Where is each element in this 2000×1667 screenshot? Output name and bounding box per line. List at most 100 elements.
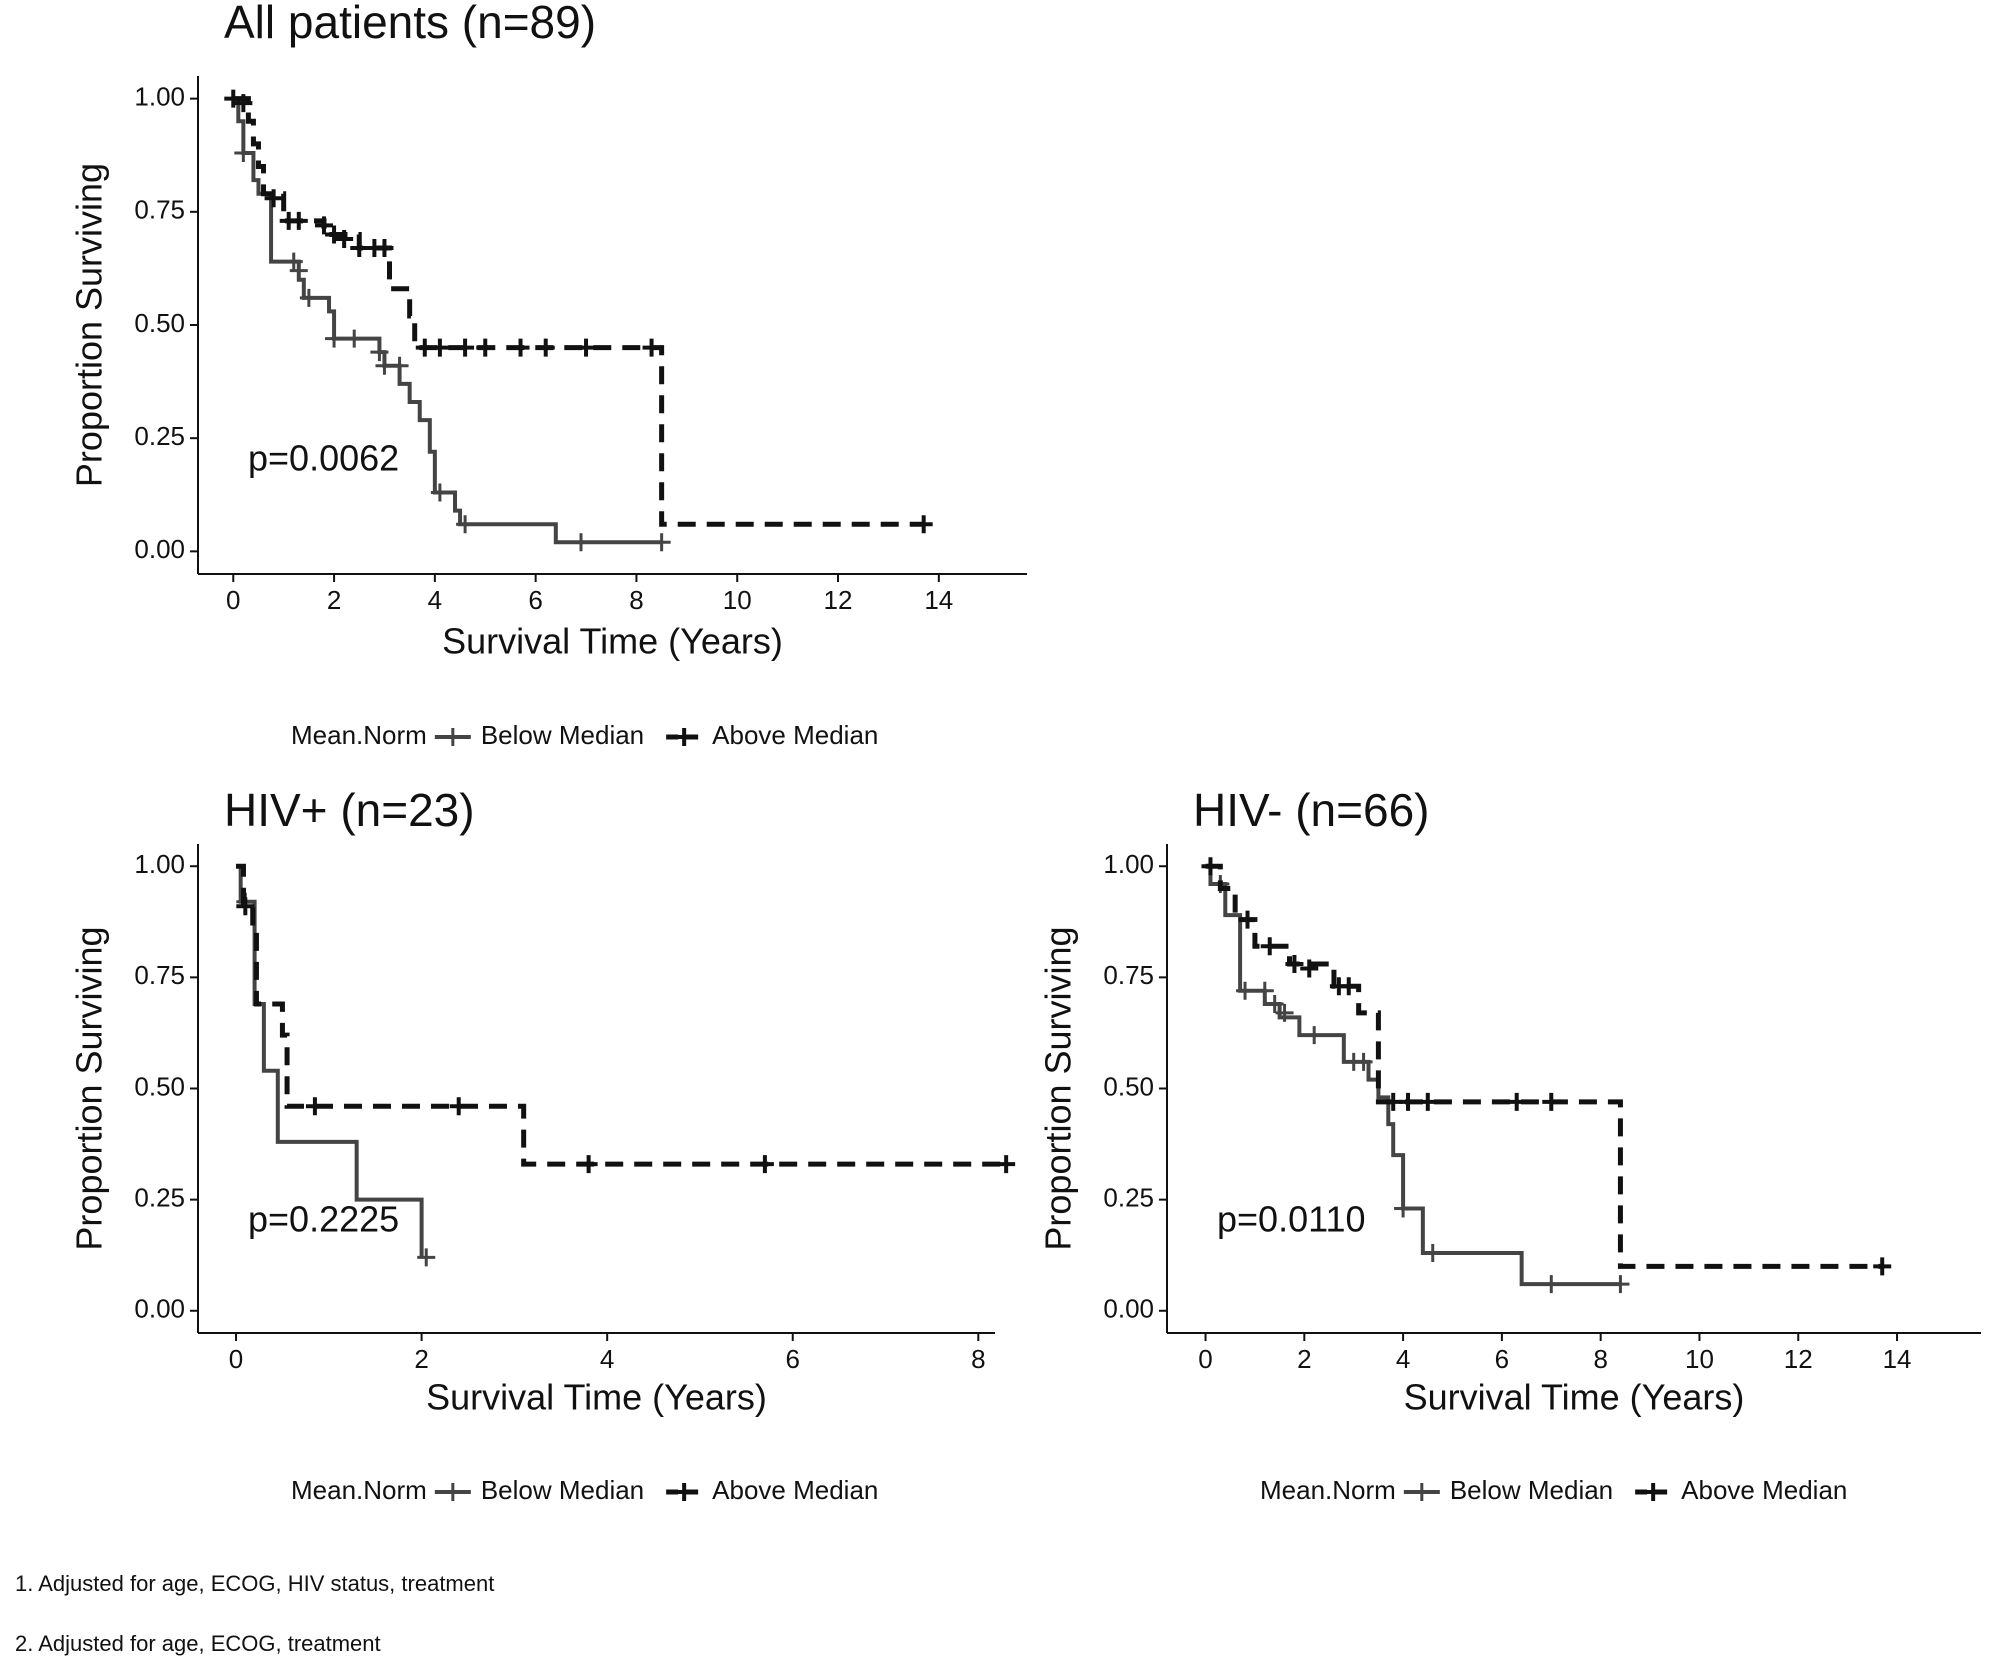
censor-mark (652, 533, 671, 552)
censor-mark (284, 252, 303, 271)
y-tick-label: 0.75 (134, 960, 185, 990)
censor-mark (1418, 1092, 1437, 1111)
x-axis-label: Survival Time (Years) (426, 1377, 767, 1418)
y-tick-label: 0.00 (134, 1294, 185, 1324)
x-tick-label: 10 (723, 585, 752, 615)
censor-mark (1201, 857, 1220, 876)
y-tick-label: 0.75 (134, 195, 185, 225)
y-tick-label: 1.00 (134, 849, 185, 879)
chart-title: All patients (n=89) (224, 0, 596, 48)
censor-mark (1354, 1052, 1373, 1071)
censor-mark (1873, 1257, 1892, 1276)
censor-mark (325, 225, 344, 244)
censor-mark (456, 515, 475, 534)
censor-mark (335, 229, 354, 248)
censor-mark (577, 338, 596, 357)
x-axis-label: Survival Time (Years) (442, 621, 783, 662)
legend-label: Below Median (481, 1475, 644, 1505)
footnote: 2. Adjusted for age, ECOG, treatment (15, 1631, 381, 1656)
footnote: 1. Adjusted for age, ECOG, HIV status, t… (15, 1571, 494, 1596)
censor-mark (1339, 977, 1358, 996)
x-tick-label: 10 (1685, 1344, 1714, 1374)
censor-mark (299, 288, 318, 307)
x-tick-label: 2 (327, 585, 341, 615)
censor-mark (264, 189, 283, 208)
censor-mark (375, 356, 394, 375)
censor-mark (390, 356, 409, 375)
censor-mark (511, 338, 530, 357)
censor-mark (572, 533, 591, 552)
x-tick-label: 8 (1593, 1344, 1607, 1374)
x-axis-label: Survival Time (Years) (1404, 1377, 1745, 1418)
censor-mark (1542, 1275, 1561, 1294)
y-tick-label: 0.50 (134, 308, 185, 338)
censor-mark (417, 1248, 436, 1267)
censor-mark (289, 261, 308, 280)
p-value: p=0.0062 (248, 437, 399, 478)
p-value: p=0.0110 (1217, 1198, 1365, 1239)
y-tick-label: 0.25 (1103, 1183, 1154, 1213)
survival-curve (1205, 863, 1883, 1269)
y-tick-label: 1.00 (134, 82, 185, 112)
censor-mark (236, 897, 255, 916)
x-tick-label: 0 (229, 1344, 243, 1374)
y-tick-label: 0.25 (134, 1183, 185, 1213)
censor-mark (234, 143, 253, 162)
legend-swatch (675, 1483, 694, 1501)
censor-mark (997, 1155, 1016, 1174)
censor-mark (350, 239, 369, 258)
censor-mark (325, 329, 344, 348)
y-axis-label: Proportion Surviving (69, 926, 110, 1250)
y-axis-label: Proportion Surviving (1038, 926, 1079, 1250)
legend-label: Above Median (712, 720, 878, 750)
censor-mark (345, 329, 364, 348)
x-tick-label: 6 (1495, 1344, 1509, 1374)
censor-mark (1236, 981, 1255, 1000)
censor-mark (642, 338, 661, 357)
x-tick-label: 6 (786, 1344, 800, 1374)
censor-mark (1265, 995, 1284, 1014)
x-tick-label: 12 (824, 585, 853, 615)
y-tick-label: 0.25 (134, 421, 185, 451)
censor-mark (536, 338, 555, 357)
censor-mark (1285, 955, 1304, 974)
x-tick-label: 4 (1396, 1344, 1410, 1374)
legend-title: Mean.Norm (291, 1475, 427, 1505)
x-tick-label: 4 (428, 585, 442, 615)
legend-label: Below Median (481, 720, 644, 750)
x-tick-label: 14 (924, 585, 953, 615)
censor-mark (314, 216, 333, 235)
censor-mark (1611, 1275, 1630, 1294)
legend-label: Below Median (1450, 1475, 1613, 1505)
legend-swatch (443, 728, 462, 746)
censor-mark (375, 239, 394, 258)
censor-mark (370, 343, 389, 362)
legend-label: Above Median (712, 1475, 878, 1505)
censor-mark (476, 338, 495, 357)
legend-title: Mean.Norm (1260, 1475, 1396, 1505)
legend-swatch (1412, 1483, 1431, 1501)
y-tick-label: 0.00 (134, 534, 185, 564)
x-tick-label: 0 (1198, 1344, 1212, 1374)
censor-mark (430, 338, 449, 357)
censor-mark (1399, 1092, 1418, 1111)
legend-label: Above Median (1681, 1475, 1847, 1505)
chart-title: HIV+ (n=23) (224, 784, 475, 836)
x-tick-label: 4 (600, 1344, 614, 1374)
censor-mark (1507, 1092, 1526, 1111)
x-tick-label: 2 (1297, 1344, 1311, 1374)
censor-mark (1423, 1243, 1442, 1262)
censor-mark (289, 211, 308, 230)
censor-mark (234, 94, 253, 113)
x-tick-label: 12 (1784, 1344, 1813, 1374)
y-tick-label: 1.00 (1103, 849, 1154, 879)
censor-mark (1305, 1026, 1324, 1045)
x-tick-label: 6 (528, 585, 542, 615)
censor-mark (755, 1155, 774, 1174)
censor-mark (914, 515, 933, 534)
censor-mark (415, 338, 434, 357)
y-axis-label: Proportion Surviving (69, 163, 110, 487)
